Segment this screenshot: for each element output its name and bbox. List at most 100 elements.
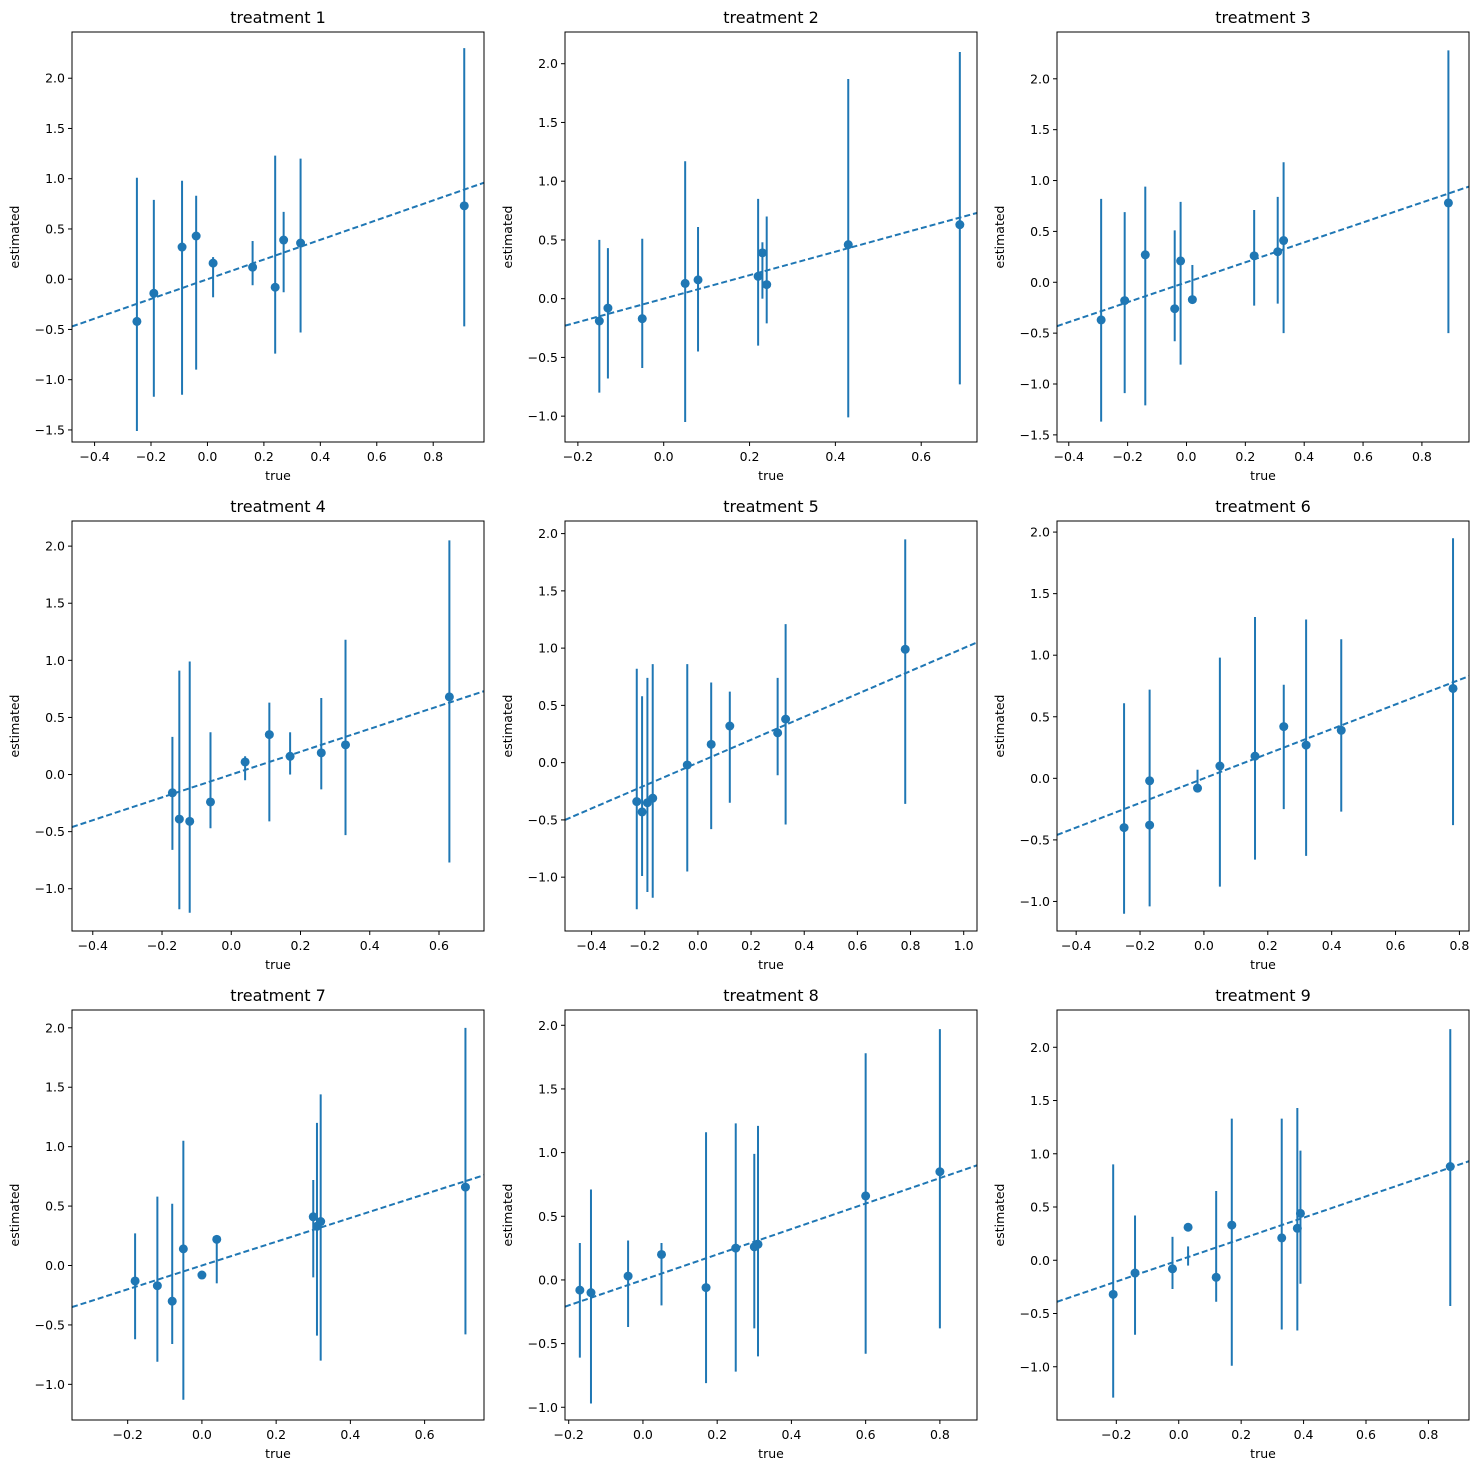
data-point (1120, 296, 1130, 306)
y-tick-label: 1.0 (45, 1139, 65, 1154)
data-point (1211, 1272, 1221, 1282)
data-point (1336, 725, 1346, 735)
fit-line (72, 1174, 484, 1309)
y-tick-label: 0.5 (538, 1209, 558, 1224)
data-point (1443, 198, 1453, 208)
data-point (279, 235, 289, 245)
x-axis-label: true (265, 468, 291, 483)
y-tick-label: −1.0 (1020, 377, 1050, 392)
y-tick-label: 1.0 (1030, 173, 1050, 188)
fit-line (1057, 185, 1469, 328)
x-tick-label: 0.8 (1412, 449, 1432, 464)
x-tick-label: 0.4 (794, 938, 814, 953)
x-tick-label: 0.6 (856, 1427, 876, 1442)
axes-frame (71, 520, 485, 932)
data-point (444, 692, 454, 702)
data-point (1295, 1208, 1305, 1218)
plot-area (565, 539, 977, 910)
y-tick-label: −1.0 (528, 870, 558, 885)
axes-frame (71, 1009, 485, 1421)
data-point (693, 275, 703, 285)
x-tick-label: 0.0 (198, 449, 218, 464)
axes-frame (564, 1009, 978, 1421)
x-tick-label: 0.6 (415, 1427, 435, 1442)
data-point (753, 1239, 763, 1249)
y-tick-label: 1.5 (538, 1081, 558, 1096)
y-tick-label: 0.0 (1030, 1253, 1050, 1268)
x-tick-label: 0.2 (741, 938, 761, 953)
x-tick-label: 0.2 (266, 1427, 286, 1442)
y-tick-label: 0.5 (1030, 709, 1050, 724)
data-point (781, 714, 791, 724)
data-point (773, 728, 783, 738)
fit-line (72, 181, 484, 328)
data-point (1448, 683, 1458, 693)
data-point (900, 644, 910, 654)
y-tick-label: 2.0 (538, 526, 558, 541)
y-tick-label: 1.5 (45, 1080, 65, 1095)
y-tick-label: 0.0 (538, 755, 558, 770)
data-point (1170, 304, 1180, 314)
data-point (1145, 776, 1155, 786)
data-point (935, 1167, 945, 1177)
data-point (1096, 315, 1106, 325)
x-tick-label: 0.8 (901, 938, 921, 953)
data-point (1292, 1223, 1302, 1233)
y-axis-label: estimated (992, 1184, 1007, 1247)
y-tick-label: −1.0 (35, 372, 65, 387)
data-point (460, 1182, 470, 1192)
x-tick-label: 0.0 (192, 1427, 212, 1442)
x-tick-label: −0.2 (1101, 1427, 1131, 1442)
y-tick-label: −0.5 (1020, 832, 1050, 847)
y-tick-label: 0.5 (45, 221, 65, 236)
x-tick-label: 0.0 (1169, 1427, 1189, 1442)
data-point (603, 303, 613, 313)
data-point (1145, 820, 1155, 830)
subplot-title: treatment 7 (230, 986, 326, 1005)
data-point (1277, 1233, 1287, 1243)
plot-area (1057, 1029, 1469, 1398)
y-tick-label: 1.5 (1030, 586, 1050, 601)
x-tick-label: −0.2 (112, 1427, 142, 1442)
subplot-7: −0.2 0.0 0.2 0.4 0.6 −1.0 −0.5 0.0 0.5 1.0 1.5 2.0 t… (7, 986, 485, 1461)
fit-line (1057, 1160, 1469, 1303)
data-point (706, 739, 716, 749)
plot-area (72, 540, 484, 913)
x-tick-label: 0.2 (1258, 938, 1278, 953)
x-tick-label: 0.0 (654, 449, 674, 464)
fit-line (72, 690, 484, 829)
data-point (594, 316, 604, 326)
y-tick-label: 1.5 (1030, 122, 1050, 137)
data-point (248, 262, 258, 272)
data-point (1108, 1289, 1118, 1299)
data-point (1140, 250, 1150, 260)
subplot-8: −0.2 0.0 0.2 0.4 0.6 0.8 −1.0 −0.5 0.0 0.5 1.0 1.5 2… (500, 986, 978, 1461)
y-axis-label: estimated (992, 695, 1007, 758)
x-tick-label: 0.4 (1322, 938, 1342, 953)
data-point (1130, 1268, 1140, 1278)
data-point (152, 1281, 162, 1291)
x-axis-label: true (265, 957, 291, 972)
y-tick-label: −1.0 (35, 881, 65, 896)
y-tick-label: 2.0 (1030, 1040, 1050, 1055)
x-tick-label: 0.0 (221, 938, 241, 953)
plot-area (1057, 538, 1469, 914)
x-axis-label: true (1250, 1446, 1276, 1461)
x-tick-label: −0.2 (136, 449, 166, 464)
fit-line (1057, 675, 1469, 836)
x-tick-label: −0.2 (554, 1427, 584, 1442)
y-tick-label: 1.0 (538, 1145, 558, 1160)
subplot-5: −0.4 −0.2 0.0 0.2 0.4 0.6 0.8 1.0 −1.0 −0.5 0.0 0.5… (500, 497, 978, 972)
data-point (316, 1217, 326, 1227)
x-tick-label: 0.2 (707, 1427, 727, 1442)
data-point (1167, 1264, 1177, 1274)
y-tick-label: −0.5 (1020, 326, 1050, 341)
data-point (586, 1288, 596, 1298)
data-point (185, 816, 195, 826)
y-tick-label: 0.0 (1030, 275, 1050, 290)
x-tick-label: 0.8 (1449, 938, 1469, 953)
subplot-title: treatment 1 (230, 8, 326, 27)
data-point (130, 1276, 140, 1286)
plot-area (1057, 50, 1469, 422)
subplot-4: −0.4 −0.2 0.0 0.2 0.4 0.6 −1.0 −0.5 0.0 0.5 1.0 1.5… (7, 497, 485, 972)
